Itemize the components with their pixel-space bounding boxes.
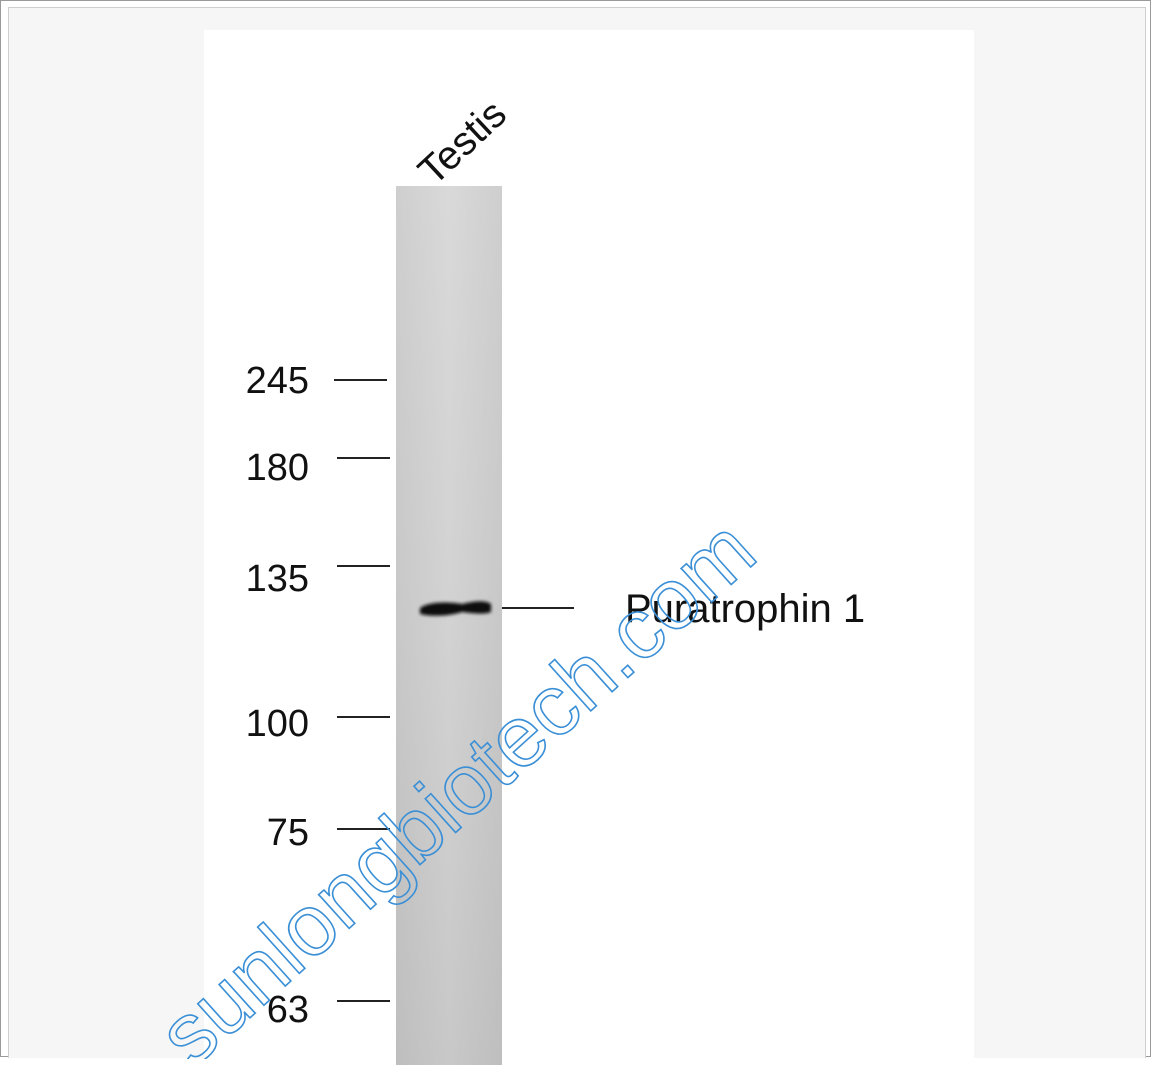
marker-135: 135: [246, 558, 390, 600]
content-panel: Testis 245 180 135 100: [8, 7, 1146, 1065]
protein-band: [420, 601, 491, 616]
marker-label: 63: [267, 989, 309, 1031]
marker-label: 180: [246, 447, 309, 489]
marker-63: 63: [267, 989, 390, 1031]
blot-svg: Testis 245 180 135 100: [246, 92, 865, 1065]
marker-label: 100: [246, 703, 309, 745]
gel-lane-shading: [396, 186, 502, 1065]
marker-245: 245: [246, 360, 387, 402]
marker-label: 135: [246, 558, 309, 600]
western-blot-figure: Testis 245 180 135 100: [204, 30, 974, 1065]
marker-100: 100: [246, 703, 390, 745]
lane-label: Testis: [410, 92, 515, 194]
marker-label: 245: [246, 360, 309, 402]
marker-180: 180: [246, 447, 390, 489]
band-label: Puratrophin 1: [625, 587, 865, 631]
marker-75: 75: [267, 812, 390, 854]
marker-label: 75: [267, 812, 309, 854]
